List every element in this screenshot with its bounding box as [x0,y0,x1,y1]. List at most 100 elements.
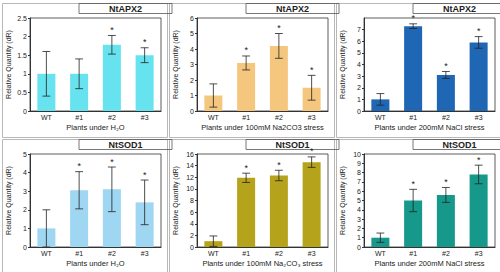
svg-text:Plants under 200mM NaCl stress: Plants under 200mM NaCl stress [374,259,484,268]
svg-text:0: 0 [23,108,27,115]
svg-text:WT: WT [375,250,387,257]
svg-text:*: * [244,163,248,173]
svg-text:8: 8 [190,197,194,204]
svg-text:5: 5 [357,49,361,56]
svg-text:#2: #2 [275,114,283,121]
svg-text:Plants under 100mM Na2CO3 stre: Plants under 100mM Na2CO3 stress [201,123,324,132]
svg-text:8: 8 [357,169,361,176]
svg-text:2: 2 [357,225,361,232]
svg-text:#1: #1 [409,114,417,121]
svg-text:4: 4 [23,169,27,176]
svg-text:NtAPX2: NtAPX2 [109,4,142,14]
svg-text:7: 7 [357,26,361,33]
svg-text:1: 1 [23,225,27,232]
svg-text:0: 0 [357,108,361,115]
svg-text:#2: #2 [108,250,116,257]
svg-text:0.5: 0.5 [17,89,27,96]
svg-text:3: 3 [357,216,361,223]
svg-text:#2: #2 [108,114,116,121]
svg-text:Plants under 200mM NaCl stress: Plants under 200mM NaCl stress [374,123,484,132]
svg-text:WT: WT [41,114,53,121]
svg-text:NtSOD1: NtSOD1 [275,140,309,150]
svg-text:1: 1 [23,70,27,77]
svg-text:Relative Quantity (dR): Relative Quantity (dR) [172,166,180,235]
svg-text:1: 1 [190,92,194,99]
svg-text:2: 2 [23,206,27,213]
svg-text:3: 3 [357,73,361,80]
svg-text:6: 6 [357,188,361,195]
svg-text:4: 4 [190,220,194,227]
svg-text:14: 14 [186,162,194,169]
svg-text:*: * [143,37,147,47]
svg-text:3: 3 [23,188,27,195]
svg-text:*: * [411,13,415,23]
svg-text:1: 1 [357,234,361,241]
svg-text:4: 4 [357,61,361,68]
svg-text:6: 6 [190,15,194,22]
svg-text:4: 4 [190,46,194,53]
svg-text:*: * [444,61,448,71]
svg-text:1: 1 [357,96,361,103]
svg-text:16: 16 [186,151,194,158]
svg-text:WT: WT [375,114,387,121]
svg-text:#1: #1 [242,114,250,121]
svg-text:0: 0 [357,244,361,251]
svg-text:*: * [310,146,314,156]
svg-text:Relative Quantity (dR): Relative Quantity (dR) [5,166,13,235]
svg-text:*: * [77,161,81,171]
svg-text:7: 7 [357,178,361,185]
svg-text:WT: WT [208,250,220,257]
svg-text:10: 10 [186,185,194,192]
svg-text:#3: #3 [141,114,149,121]
svg-text:*: * [444,177,448,187]
svg-text:0: 0 [190,108,194,115]
svg-text:4: 4 [357,206,361,213]
svg-text:WT: WT [208,114,220,121]
svg-text:#3: #3 [475,114,483,121]
svg-text:#2: #2 [442,250,450,257]
svg-text:12: 12 [186,174,194,181]
svg-text:Plants under H₂O: Plants under H₂O [66,259,125,268]
svg-text:#2: #2 [442,114,450,121]
svg-text:2: 2 [357,84,361,91]
svg-text:NtAPX2: NtAPX2 [276,4,309,14]
svg-text:NtSOD1: NtSOD1 [108,140,142,150]
svg-text:#3: #3 [475,250,483,257]
svg-text:6: 6 [357,38,361,45]
svg-text:10: 10 [353,151,361,158]
svg-text:Plants under H₂O: Plants under H₂O [66,123,125,132]
svg-text:*: * [110,157,114,167]
svg-text:6: 6 [190,209,194,216]
svg-text:*: * [277,160,281,170]
svg-text:NtSOD1: NtSOD1 [442,140,476,150]
svg-text:0: 0 [23,244,27,251]
svg-text:9: 9 [357,160,361,167]
svg-text:5: 5 [23,151,27,158]
svg-text:2: 2 [190,77,194,84]
svg-text:*: * [143,170,147,180]
svg-text:5: 5 [190,30,194,37]
svg-text:#1: #1 [242,250,250,257]
svg-text:*: * [477,155,481,165]
svg-text:*: * [310,65,314,75]
svg-text:#1: #1 [409,250,417,257]
svg-text:Plants under 100mM Na₂CO₃ stre: Plants under 100mM Na₂CO₃ stress [202,259,322,268]
svg-text:#3: #3 [308,114,316,121]
svg-text:5: 5 [357,197,361,204]
svg-text:Relative Quantity (dR): Relative Quantity (dR) [339,30,347,99]
svg-text:#1: #1 [75,114,83,121]
svg-text:*: * [244,45,248,55]
svg-text:Relative Quantity (dR): Relative Quantity (dR) [172,30,180,99]
svg-text:*: * [110,25,114,35]
svg-text:3: 3 [190,61,194,68]
svg-text:Relative Quantity (dR): Relative Quantity (dR) [339,166,347,235]
svg-text:2: 2 [190,232,194,239]
svg-text:WT: WT [41,250,53,257]
svg-text:#3: #3 [308,250,316,257]
svg-text:#3: #3 [141,250,149,257]
svg-text:#1: #1 [75,250,83,257]
svg-text:2: 2 [23,33,27,40]
svg-text:#2: #2 [275,250,283,257]
svg-text:*: * [477,26,481,36]
svg-text:1.5: 1.5 [17,52,27,59]
